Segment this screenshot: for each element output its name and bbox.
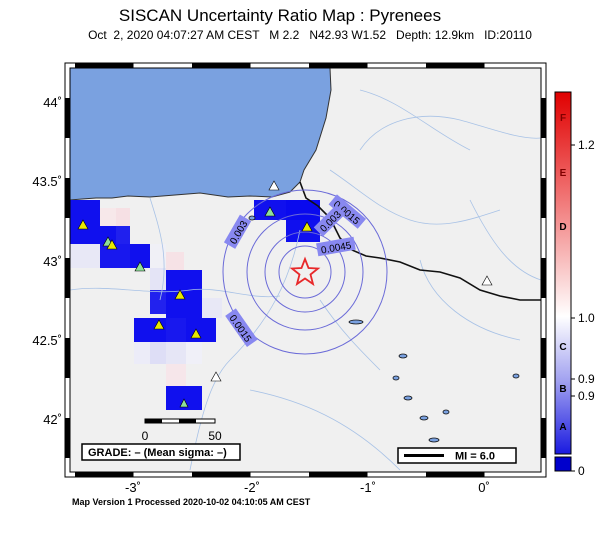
grade-letter: E — [560, 168, 567, 179]
colorbar-value: 0 — [578, 464, 585, 478]
colorbar-value: 1.0 — [578, 311, 595, 325]
lat-tick: 42.5˚ — [32, 333, 62, 348]
colorbar: F E D C B A 1.2 1.0 0.9 0.9 0 — [554, 91, 595, 478]
uncertainty-contours — [222, 189, 388, 355]
colorbar-value: 0.9 — [578, 372, 595, 386]
epicenter-star-icon — [289, 256, 321, 287]
grid-cells — [70, 200, 336, 410]
mi-box: MI = 6.0 — [397, 447, 517, 464]
processing-footer: Map Version 1 Processed 2020-10-02 04:10… — [72, 497, 311, 507]
lat-tick: 43.5˚ — [32, 174, 62, 189]
grade-letter: B — [559, 384, 566, 395]
axis-labels: -3˚ -2˚ -1˚ 0˚ 44˚ 43.5˚ 43˚ 42.5˚ 42˚ — [32, 95, 489, 495]
grade-label: GRADE: – (Mean sigma: –) — [88, 447, 227, 459]
scale-start: 0 — [142, 429, 149, 443]
lat-tick: 43˚ — [43, 254, 62, 269]
lon-tick: -2˚ — [244, 480, 260, 495]
border-line — [299, 181, 541, 301]
lon-tick: 0˚ — [478, 480, 490, 495]
lon-tick: -3˚ — [125, 480, 141, 495]
event-info: Oct 2, 2020 04:07:27 AM CEST M 2.2 N42.9… — [88, 28, 532, 42]
contour-label: 0.0045 — [320, 240, 352, 256]
stations — [77, 180, 493, 408]
lat-tick: 44˚ — [43, 95, 62, 110]
grade-letter: F — [560, 113, 566, 124]
grade-letter: C — [559, 342, 566, 353]
sea-area — [70, 68, 332, 201]
lakes — [248, 215, 520, 443]
map-title: SISCAN Uncertainty Ratio Map : Pyrenees — [118, 6, 442, 25]
grade-letter: D — [559, 222, 566, 233]
scale-end: 50 — [208, 429, 222, 443]
rivers — [70, 89, 541, 471]
map-area[interactable]: 0.0015 0.003 0.003 0.0045 0.0015 — [70, 68, 541, 472]
grade-box: GRADE: – (Mean sigma: –) — [81, 443, 241, 461]
map-frame — [64, 62, 547, 478]
colorbar-value: 1.2 — [578, 138, 595, 152]
colorbar-value: 0.9 — [578, 389, 595, 403]
mi-label: MI = 6.0 — [455, 451, 495, 463]
grade-letter: A — [559, 422, 566, 433]
scale-bar: 0 50 — [142, 418, 222, 443]
lat-tick: 42˚ — [43, 412, 62, 427]
lon-tick: -1˚ — [360, 480, 376, 495]
